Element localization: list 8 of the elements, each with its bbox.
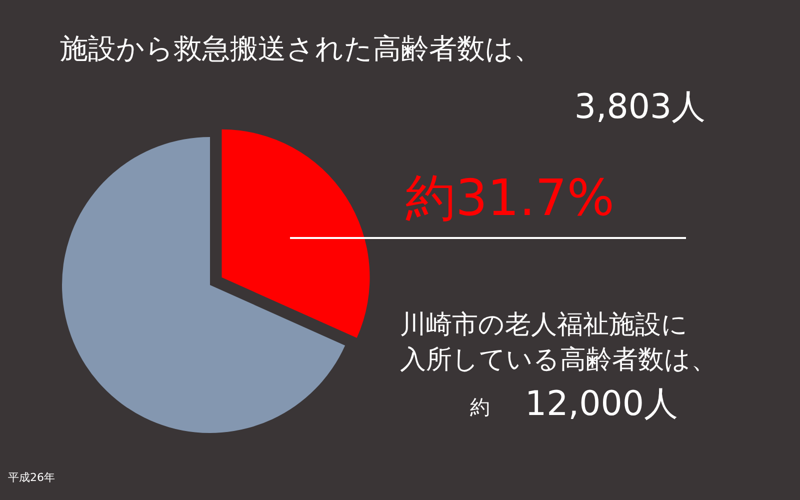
chart-title: 施設から救急搬送された高齢者数は、	[60, 32, 542, 65]
text: 入所している高齢者数は、	[400, 345, 717, 375]
text: 平成26年	[8, 471, 55, 484]
text: 川崎市の老人福祉施設に	[400, 310, 688, 340]
text: 約31.7%	[406, 169, 614, 227]
text: 約	[470, 395, 490, 419]
text: 3,803人	[574, 87, 706, 127]
text: 12,000人	[525, 384, 678, 424]
